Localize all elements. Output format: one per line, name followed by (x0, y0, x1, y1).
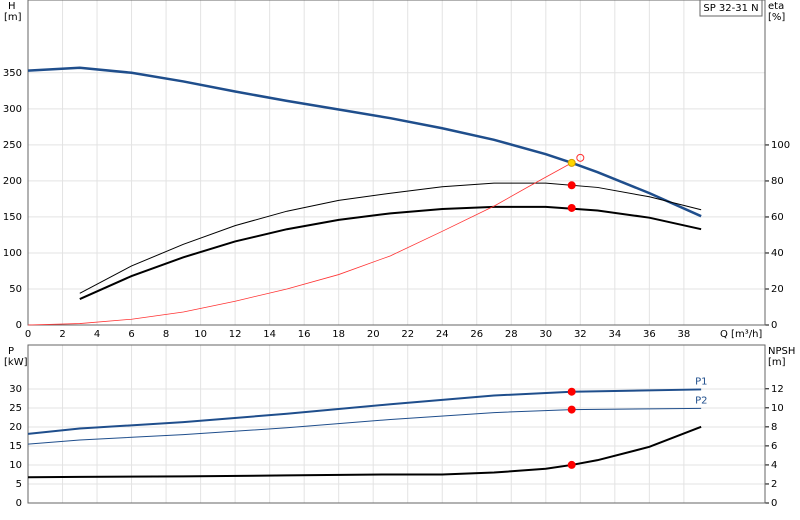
y-axis-label: H (8, 1, 16, 12)
operating-point (567, 460, 576, 469)
series-line (27, 66, 702, 218)
series-line (27, 425, 702, 479)
y2-axis-unit: [m] (768, 357, 786, 368)
y-tick-label: 10 (9, 460, 22, 471)
title-box (699, 0, 763, 17)
y2-tick-label: 4 (771, 460, 777, 471)
y2-tick-label: 10 (771, 403, 784, 414)
x-tick-label: 38 (678, 329, 691, 340)
x-tick-label: 14 (263, 329, 276, 340)
y-axis-unit: [m] (4, 12, 22, 23)
operating-point (567, 405, 576, 414)
x-tick-label: 20 (367, 329, 380, 340)
x-tick-label: 28 (505, 329, 518, 340)
x-tick-label: 16 (298, 329, 311, 340)
y2-tick-label: 20 (771, 284, 784, 295)
y-tick-label: 200 (3, 176, 22, 187)
y-tick-label: 0 (16, 498, 22, 509)
y2-tick-label: 2 (771, 479, 777, 490)
x-tick-label: 18 (332, 329, 345, 340)
y-tick-label: 100 (3, 248, 22, 259)
y2-tick-label: 100 (771, 140, 790, 151)
y-tick-label: 5 (16, 479, 22, 490)
x-axis-label: Q [m³/h] (720, 329, 762, 340)
y-axis-unit: [kW] (4, 357, 28, 368)
y2-tick-label: 6 (771, 441, 777, 452)
y2-axis-label: NPSH (768, 346, 795, 357)
x-tick-label: 6 (128, 329, 134, 340)
x-tick-label: 22 (401, 329, 414, 340)
x-tick-label: 30 (539, 329, 552, 340)
series-line (27, 162, 572, 326)
x-tick-label: 10 (194, 329, 207, 340)
y-tick-label: 30 (9, 384, 22, 395)
plot-frame (27, 344, 766, 504)
x-tick-label: 2 (59, 329, 65, 340)
y2-tick-label: 60 (771, 212, 784, 223)
y2-tick-label: 12 (771, 384, 784, 395)
plot-frame (27, 0, 766, 326)
chart-title: SP 32-31 N (703, 3, 758, 14)
series-line (79, 182, 702, 294)
y-tick-label: 250 (3, 140, 22, 151)
y2-tick-label: 40 (771, 248, 784, 259)
y2-axis-unit: [%] (768, 12, 785, 23)
x-tick-label: 36 (643, 329, 656, 340)
x-tick-label: 4 (94, 329, 100, 340)
y2-tick-label: 0 (771, 320, 777, 331)
y-tick-label: 350 (3, 68, 22, 79)
series-line (27, 388, 702, 435)
y2-tick-label: 8 (771, 422, 777, 433)
y2-axis-label: eta (768, 1, 784, 12)
operating-point (567, 203, 576, 212)
y-tick-label: 25 (9, 403, 22, 414)
y-tick-label: 300 (3, 104, 22, 115)
x-tick-label: 12 (229, 329, 242, 340)
y-tick-label: 50 (9, 284, 22, 295)
operating-point (567, 181, 576, 190)
y-tick-label: 20 (9, 422, 22, 433)
x-tick-label: 32 (574, 329, 587, 340)
x-tick-label: 34 (608, 329, 621, 340)
series-label: P1 (695, 376, 707, 387)
y2-tick-label: 0 (771, 498, 777, 509)
y2-tick-label: 80 (771, 176, 784, 187)
x-tick-label: 0 (25, 329, 31, 340)
series-line (27, 407, 702, 445)
x-tick-label: 24 (436, 329, 449, 340)
series-label: P2 (695, 395, 707, 406)
y-tick-label: 0 (16, 320, 22, 331)
y-tick-label: 15 (9, 441, 22, 452)
x-tick-label: 8 (163, 329, 169, 340)
operating-point (567, 387, 576, 396)
series-line (79, 205, 702, 300)
operating-point (576, 153, 585, 162)
operating-point (567, 158, 576, 167)
y-tick-label: 150 (3, 212, 22, 223)
y-axis-label: P (8, 346, 14, 357)
x-tick-label: 26 (470, 329, 483, 340)
